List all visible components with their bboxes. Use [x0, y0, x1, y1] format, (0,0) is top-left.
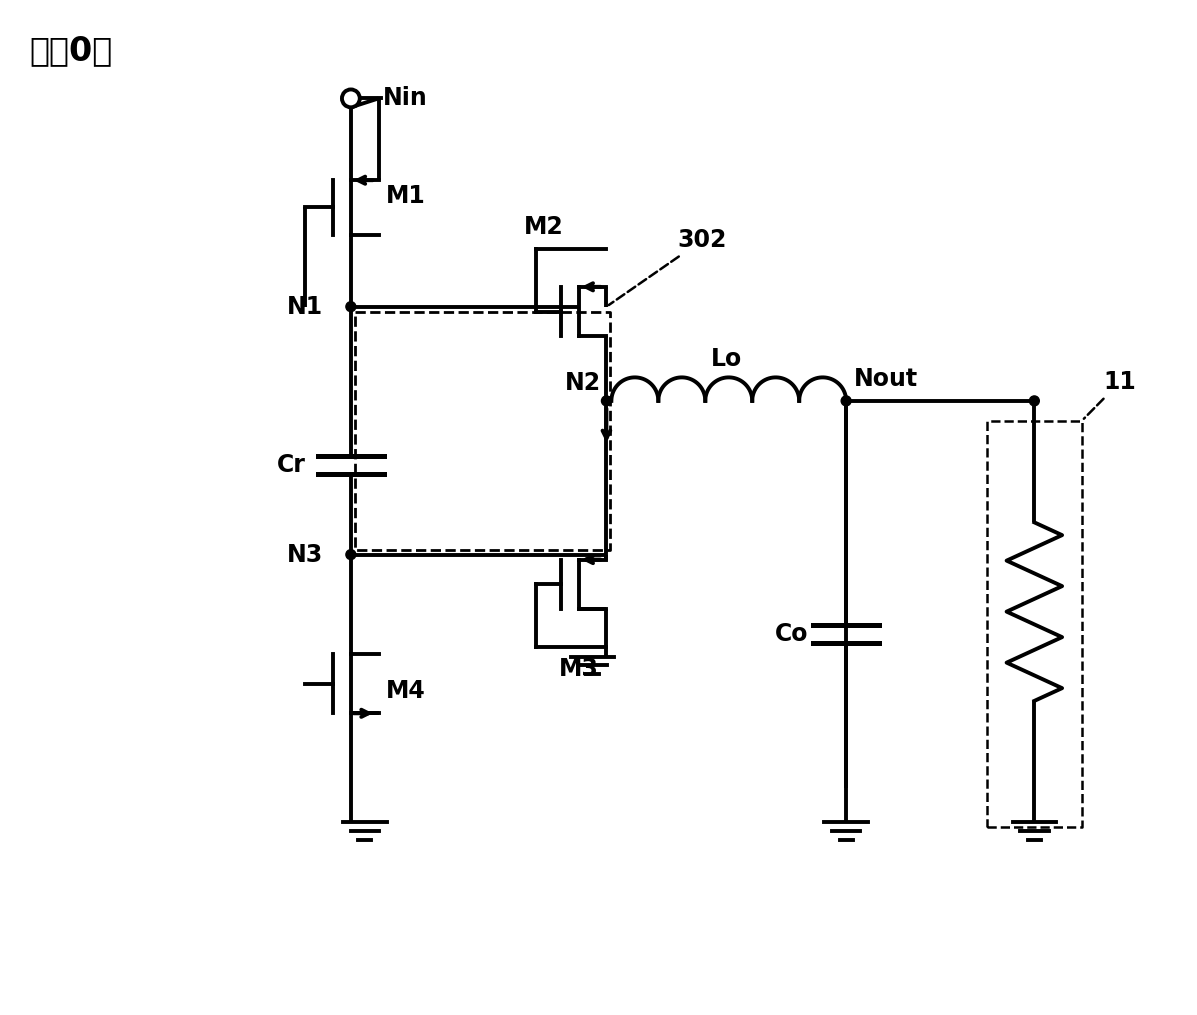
- Text: M1: M1: [385, 184, 425, 208]
- Circle shape: [841, 396, 851, 406]
- Text: 11: 11: [1083, 370, 1136, 419]
- Circle shape: [1029, 396, 1039, 406]
- Text: Cr: Cr: [277, 454, 305, 477]
- Text: M4: M4: [385, 679, 425, 703]
- Text: Lo: Lo: [711, 347, 742, 371]
- Text: 阶段0：: 阶段0：: [29, 33, 113, 67]
- Circle shape: [342, 89, 360, 108]
- Text: N3: N3: [286, 543, 323, 566]
- Text: N2: N2: [565, 371, 601, 395]
- Circle shape: [346, 301, 356, 312]
- Text: Nout: Nout: [855, 367, 918, 391]
- Text: Co: Co: [774, 622, 808, 646]
- Text: M3: M3: [559, 657, 598, 681]
- Circle shape: [346, 550, 356, 559]
- Text: N1: N1: [286, 294, 323, 319]
- Text: M2: M2: [524, 215, 564, 240]
- Text: Nin: Nin: [383, 86, 427, 111]
- Text: 302: 302: [609, 228, 727, 306]
- Circle shape: [601, 396, 612, 406]
